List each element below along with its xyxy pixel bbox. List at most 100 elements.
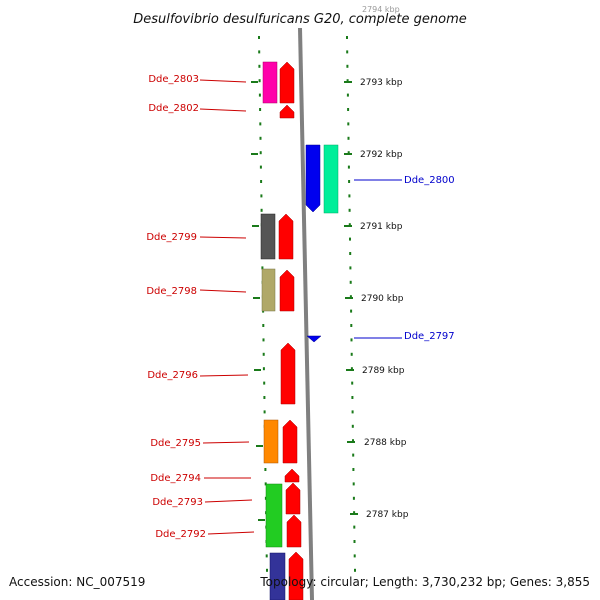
track-dot	[264, 468, 267, 471]
track-dot	[346, 79, 349, 83]
track-dot	[350, 352, 353, 356]
gene-leader-line	[199, 79, 247, 83]
track-dot	[354, 568, 356, 572]
gene-dde-2794[interactable]: Dde_2794	[150, 468, 300, 484]
gene-label-dde-2797[interactable]: Dde_2797	[404, 331, 455, 342]
gene-arrow	[286, 514, 302, 548]
track-dot	[346, 93, 349, 97]
track-dot	[259, 136, 262, 140]
track-dot	[353, 511, 356, 515]
track-dot	[347, 136, 350, 140]
gene-label-dde-2793[interactable]: Dde_2793	[152, 497, 203, 508]
track-dot	[258, 64, 261, 68]
gene-leader-line	[199, 108, 247, 112]
accession-text: Accession: NC_007519	[9, 575, 145, 589]
gene-leader-line	[199, 374, 249, 377]
track-dot	[258, 50, 261, 54]
gene-feature-block	[261, 268, 276, 312]
track-dot	[260, 180, 263, 183]
track-dot	[348, 180, 351, 183]
gene-leader-line	[202, 441, 250, 444]
gene-dde-2803[interactable]: Dde_2803	[148, 61, 295, 104]
left-track-ticks	[251, 81, 265, 521]
kbp-label: 2790 kbp	[361, 294, 404, 304]
gene-label-dde-2799[interactable]: Dde_2799	[146, 232, 197, 243]
track-dot	[347, 108, 350, 111]
track-dot	[258, 79, 261, 83]
track-dot	[260, 194, 263, 198]
gene-label-dde-2796[interactable]: Dde_2796	[147, 370, 198, 381]
track-dot	[352, 439, 354, 443]
gene-feature-block	[265, 483, 283, 548]
track-dot	[264, 482, 267, 486]
gene-label-dde-2795[interactable]: Dde_2795	[150, 438, 201, 449]
gene-leader-line	[199, 236, 247, 239]
track-dot	[351, 424, 354, 428]
gene-arrow	[282, 419, 298, 464]
track-dot	[353, 540, 356, 543]
gene-label-dde-2794[interactable]: Dde_2794	[150, 473, 201, 484]
track-dot	[350, 367, 353, 371]
track-dot	[351, 396, 354, 399]
track-dot	[265, 554, 268, 558]
gene-label-dde-2802[interactable]: Dde_2802	[148, 103, 199, 114]
gene-arrow	[279, 104, 295, 119]
gene-label-dde-2800[interactable]: Dde_2800	[404, 175, 455, 186]
track-dot	[353, 525, 356, 529]
track-dot	[352, 482, 355, 486]
gene-arrow	[288, 551, 304, 600]
kbp-label: 2793 kbp	[360, 78, 403, 88]
gene-arrow	[305, 144, 321, 213]
gene-dde-2796[interactable]: Dde_2796	[147, 342, 296, 405]
gene-leader-line	[204, 499, 253, 503]
gene-leader-line	[207, 531, 255, 535]
kbp-label: 2791 kbp	[360, 222, 403, 232]
track-dot	[263, 410, 266, 414]
gene-arrow	[285, 482, 301, 515]
kbp-label: 2792 kbp	[360, 150, 403, 160]
track-dot	[258, 36, 260, 39]
gene-dde-2802[interactable]: Dde_2802	[148, 103, 295, 119]
gene-dde-2799[interactable]: Dde_2799	[146, 213, 294, 260]
track-dot	[351, 381, 354, 385]
gene-feature-block	[269, 552, 286, 600]
track-dot	[348, 208, 351, 212]
track-dot	[352, 453, 355, 457]
track-dot	[349, 280, 352, 284]
gene-dde-2793[interactable]: Dde_2793	[152, 482, 302, 548]
gene-arrow	[279, 61, 295, 104]
gene-feature-block	[263, 419, 279, 464]
track-dot	[346, 64, 349, 68]
gene-dde-2792[interactable]: Dde_2792	[155, 529, 304, 600]
track-dot	[258, 93, 261, 97]
gene-leader-line	[199, 289, 247, 293]
track-dot	[259, 108, 262, 111]
gene-dde-2797[interactable]: Dde_2797	[306, 331, 455, 343]
track-dot	[349, 237, 351, 241]
track-dot	[348, 194, 351, 198]
gene-dde-2800[interactable]: Dde_2800	[305, 144, 455, 214]
track-dot	[347, 151, 350, 155]
kbp-label: 2788 kbp	[364, 438, 407, 448]
gene-arrow	[278, 213, 294, 260]
track-dot	[350, 324, 353, 327]
gene-label-dde-2792[interactable]: Dde_2792	[155, 529, 206, 540]
gene-dde-2798[interactable]: Dde_2798	[146, 268, 295, 312]
track-dot	[349, 266, 352, 270]
map-title: Desulfovibrio desulfuricans G20, complet…	[133, 12, 467, 27]
track-dot	[350, 309, 353, 313]
gene-arrow	[279, 269, 295, 312]
gene-arrow	[284, 468, 300, 483]
gene-label-dde-2803[interactable]: Dde_2803	[148, 74, 199, 85]
track-dot	[259, 122, 262, 126]
gene-feature-block	[262, 61, 278, 104]
gene-label-dde-2798[interactable]: Dde_2798	[146, 286, 197, 297]
track-dot	[259, 165, 262, 169]
track-dot	[262, 367, 265, 371]
track-dot	[351, 410, 354, 414]
track-dot	[346, 50, 349, 54]
track-dot	[349, 295, 352, 299]
gene-dde-2795[interactable]: Dde_2795	[150, 419, 298, 464]
gene-feature-block	[260, 213, 276, 260]
